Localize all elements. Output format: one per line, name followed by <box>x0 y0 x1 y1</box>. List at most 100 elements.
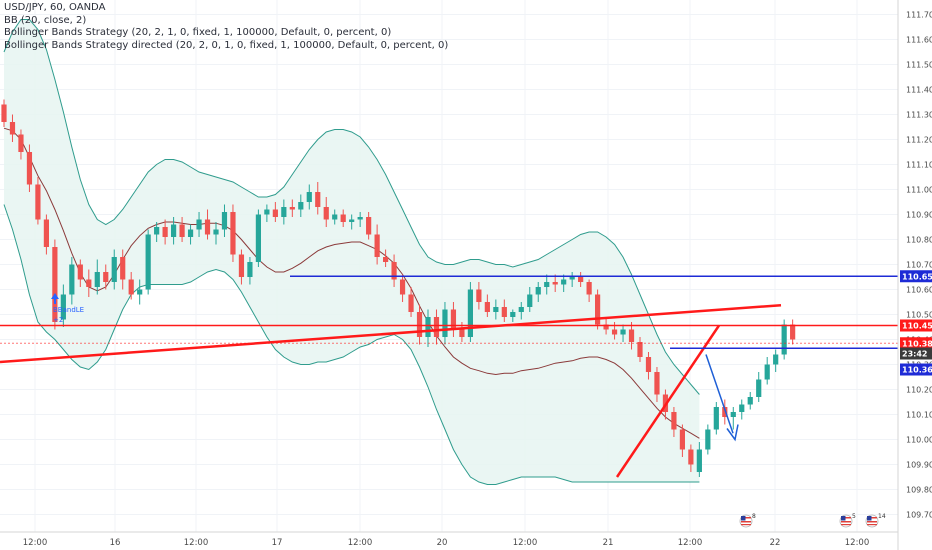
indicator-bb-strategy[interactable]: Bollinger Bands Strategy (20, 2, 1, 0, f… <box>4 27 392 38</box>
candle-body <box>399 279 406 295</box>
candle-body <box>688 449 694 465</box>
entry-marker-label: BBandLE <box>53 306 84 314</box>
candle-body <box>366 217 372 235</box>
candle-body <box>603 324 609 330</box>
flag-stripe <box>741 524 751 526</box>
time-tick-label: 12:00 <box>678 538 703 548</box>
price-tick-label: 111.600 <box>906 36 932 45</box>
candle-body <box>86 279 92 287</box>
candle-body <box>238 254 245 277</box>
flag-stripe <box>841 524 851 526</box>
flag-stripe <box>741 517 751 519</box>
indicator-bb[interactable]: BB (20, close, 2) <box>4 14 87 26</box>
candle-body <box>43 219 49 247</box>
candle-body <box>595 294 601 325</box>
band-upper <box>3 19 700 395</box>
time-tick-label: 12:00 <box>23 538 48 548</box>
candle-body <box>459 329 465 337</box>
candle-body <box>213 229 219 235</box>
candle-body <box>18 134 24 152</box>
candle-body <box>764 364 770 380</box>
candle-body <box>323 207 329 220</box>
price-axis[interactable]: 111.700 111.600 111.500 111.400 111.300 111.2… <box>906 11 932 520</box>
time-tick-label: 21 <box>603 538 614 548</box>
candle-body <box>187 229 194 237</box>
candle-body <box>306 192 312 202</box>
entry-marker-qty: +2 <box>53 316 63 324</box>
flag-stripe <box>841 521 851 523</box>
symbol-title[interactable]: USD/JPY, 60, OANDA <box>4 2 106 13</box>
candle-body <box>756 379 762 397</box>
band-fill <box>4 19 700 485</box>
price-tick-label: 110.100 <box>906 411 932 420</box>
price-tick-label: 110.700 <box>906 261 932 270</box>
candle-body <box>247 262 253 277</box>
candle-body <box>340 214 346 222</box>
candle-body <box>374 234 380 257</box>
candle-body <box>501 307 507 317</box>
candle-body <box>561 279 567 285</box>
candle-body <box>408 294 414 312</box>
entry-arrow-icon <box>51 293 59 299</box>
candle-body <box>281 207 287 217</box>
candle-body <box>569 277 575 280</box>
event-count: 8 <box>752 513 756 520</box>
candle-body <box>611 329 618 335</box>
candle-body <box>679 429 685 450</box>
band-lower <box>3 204 700 485</box>
projection-arrow-head <box>726 424 739 442</box>
price-tick-label: 109.700 <box>906 511 932 520</box>
price-tag-label: 110.365 <box>902 366 932 375</box>
time-axis[interactable]: 12:00 16 12:00 17 12:00 20 12:00 21 12:00 22 12:00 <box>23 538 870 548</box>
candle-body <box>196 219 202 230</box>
time-tick-label: 12:00 <box>513 538 538 548</box>
candle-body <box>60 294 66 320</box>
candle-body <box>747 397 753 405</box>
candle-body <box>255 214 261 262</box>
candle-body <box>586 282 592 295</box>
bollinger-bands <box>3 19 700 485</box>
trendline-wedge-lower <box>615 324 721 478</box>
time-tick-label: 12:00 <box>184 538 209 548</box>
price-tick-label: 111.100 <box>906 161 932 170</box>
candle-body <box>654 372 660 395</box>
chart-legend: USD/JPY, 60, OANDA BB (20, close, 2) Bol… <box>4 2 448 52</box>
candle-body <box>391 262 397 280</box>
flag-stripe <box>867 521 877 523</box>
price-tick-label: 110.600 <box>906 286 932 295</box>
indicator-bb-strategy-directed[interactable]: Bollinger Bands Strategy directed (20, 2… <box>4 39 449 51</box>
candle-body <box>179 224 185 237</box>
strategy-markers: BBandLE +2 <box>51 293 84 324</box>
candle-body <box>645 357 652 372</box>
economic-events: 8 5 14 <box>739 513 886 528</box>
flag-stripe <box>741 521 751 523</box>
candle-body <box>578 277 584 282</box>
candle-body <box>544 282 550 287</box>
candles <box>1 99 796 477</box>
candle-body <box>315 192 321 207</box>
candle-body <box>552 282 558 285</box>
price-tick-label: 110.000 <box>906 436 932 445</box>
candle-body <box>671 412 677 430</box>
flag-canton <box>867 516 872 521</box>
candle-body <box>442 309 448 337</box>
candle-body <box>154 227 160 235</box>
price-tick-label: 110.500 <box>906 311 932 320</box>
candle-body <box>357 217 363 220</box>
candle-body <box>52 247 58 322</box>
candle-body <box>722 407 728 417</box>
candle-body <box>433 317 440 337</box>
time-tick-label: 20 <box>437 538 448 548</box>
flag-stripe <box>841 517 851 519</box>
candle-body <box>773 354 779 365</box>
price-tag-label: 110.385 <box>902 339 932 348</box>
candle-body <box>26 152 33 185</box>
candle-body <box>518 307 524 312</box>
candle-body <box>94 272 100 287</box>
price-tick-label: 111.500 <box>906 61 932 70</box>
time-tick-label: 12:00 <box>348 538 373 548</box>
event-count: 5 <box>852 513 856 520</box>
candle-body <box>450 309 457 330</box>
